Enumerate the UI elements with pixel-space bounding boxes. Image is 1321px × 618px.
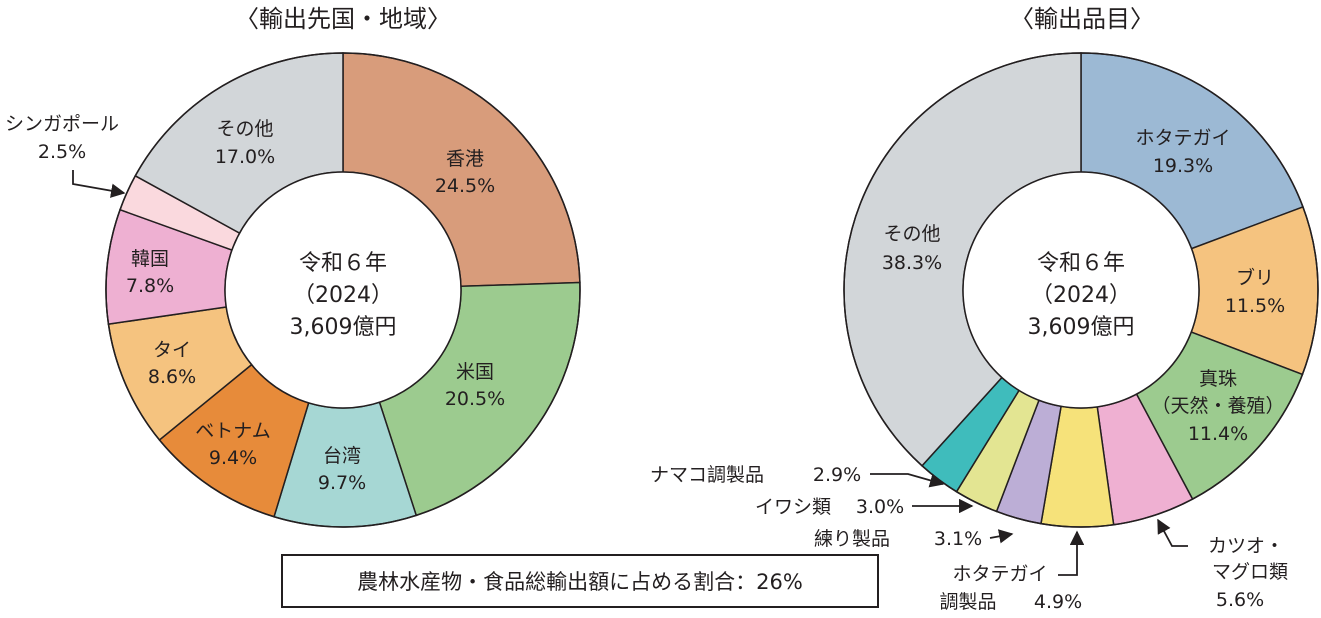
slice-value: 3.0% — [856, 496, 904, 518]
slice-name: ブリ — [1236, 266, 1274, 289]
slice-name: ホタテガイ — [1135, 127, 1230, 149]
tuna-leader-arrow — [1157, 518, 1188, 547]
slice-value: 3.1% — [934, 528, 982, 550]
slice-label-pearl: 真珠 （天然・養殖） 11.4% — [1151, 368, 1284, 445]
slice-label-korea: 韓国 7.8% — [126, 248, 174, 297]
slice-name-line-2: （天然・養殖） — [1151, 395, 1284, 417]
slice-label-scallop: ホタテガイ 19.3% — [1135, 127, 1230, 177]
slice-name-line-2: 調製品 — [939, 591, 996, 613]
share-footnote-text: 農林水産物・食品総輸出額に占める割合：26% — [357, 570, 803, 594]
slice-name: ベトナム — [195, 420, 270, 442]
slice-label-vietnam: ベトナム 9.4% — [195, 420, 270, 469]
destination-chart-title: 〈輸出先国・地域〉 — [235, 5, 451, 33]
slice-name: ナマコ調製品 — [650, 464, 764, 486]
slice-value: 7.8% — [126, 275, 174, 297]
slice-name: イワシ類 — [755, 496, 831, 518]
slice-name-line-1: 真珠 — [1199, 368, 1237, 390]
item-center-year: （2024） — [1031, 283, 1131, 308]
sea-cucumber-leader-arrow — [870, 473, 945, 488]
item-center-era: 令和６年 — [1037, 251, 1125, 276]
destination-center-total: 3,609億円 — [290, 315, 397, 340]
slice-name: 台湾 — [323, 445, 361, 467]
slice-value: 9.4% — [209, 447, 257, 469]
slice-value: 5.6% — [1216, 589, 1264, 611]
item-donut-chart: 〈輸出品目〉 令和６年 （2024） 3,609億円 ホタテガイ 19.3% ブ… — [650, 5, 1319, 613]
slice-name-line-1: カツオ・ — [1208, 535, 1284, 557]
slice-name: その他 — [216, 118, 273, 140]
slice-value: 2.5% — [38, 141, 86, 163]
slice-value: 8.6% — [148, 366, 196, 388]
slice-name: タイ — [153, 339, 191, 361]
singapore-leader-arrow — [72, 170, 126, 198]
item-chart-title: 〈輸出品目〉 — [1010, 5, 1154, 33]
slice-label-scallop-prep: ホタテガイ 調製品 4.9% — [939, 563, 1082, 613]
destination-center-era: 令和６年 — [299, 251, 387, 276]
slice-name-line-1: ホタテガイ — [952, 563, 1047, 585]
slice-label-taiwan: 台湾 9.7% — [318, 445, 366, 494]
item-center-total: 3,609億円 — [1028, 315, 1135, 340]
slice-label-tuna: カツオ・ マグロ類 5.6% — [1208, 535, 1288, 611]
fish-paste-leader-arrow — [989, 529, 1014, 544]
slice-label-other: その他 17.0% — [215, 118, 275, 168]
donut-outline — [843, 52, 1319, 528]
slice-value: 20.5% — [445, 388, 505, 410]
slice-name: 香港 — [446, 148, 484, 170]
slice-value: 24.5% — [435, 175, 495, 197]
donut-outline — [105, 52, 581, 528]
slice-label-other-items: その他 38.3% — [882, 223, 942, 274]
slice-label-fish-paste: 練り製品 3.1% — [814, 528, 982, 550]
slice-value: 17.0% — [215, 146, 275, 168]
slice-name: シンガポール — [5, 113, 119, 135]
slice-value: 38.3% — [882, 252, 942, 274]
slice-label-singapore: シンガポール 2.5% — [5, 113, 119, 163]
slice-value: 4.9% — [1034, 591, 1082, 613]
destination-center-year: （2024） — [293, 283, 393, 308]
slice-value: 11.5% — [1225, 295, 1285, 317]
slice-label-yellowtail: ブリ 11.5% — [1225, 266, 1285, 317]
share-footnote-box: 農林水産物・食品総輸出額に占める割合：26% — [281, 554, 879, 608]
slice-label-thailand: タイ 8.6% — [148, 339, 196, 388]
slice-value: 19.3% — [1153, 155, 1213, 177]
slice-label-sardine: イワシ類 3.0% — [755, 496, 904, 518]
slice-value: 9.7% — [318, 472, 366, 494]
slice-name: 米国 — [456, 361, 494, 383]
slice-value: 2.9% — [813, 464, 861, 486]
slice-label-sea-cucumber: ナマコ調製品 2.9% — [650, 464, 861, 486]
slice-name-line-2: マグロ類 — [1212, 561, 1288, 583]
slice-value: 11.4% — [1188, 423, 1248, 445]
destination-donut-chart: 〈輸出先国・地域〉 令和６年 （2024） 3,609億円 香港 24.5% 米… — [5, 5, 581, 528]
slice-name: その他 — [883, 223, 940, 245]
slice-name: 練り製品 — [814, 528, 890, 550]
slice-name: 韓国 — [131, 248, 169, 270]
scallop-prep-leader-arrow — [1058, 530, 1085, 576]
slice-label-usa: 米国 20.5% — [445, 361, 505, 410]
slice-label-hongkong: 香港 24.5% — [435, 148, 495, 197]
